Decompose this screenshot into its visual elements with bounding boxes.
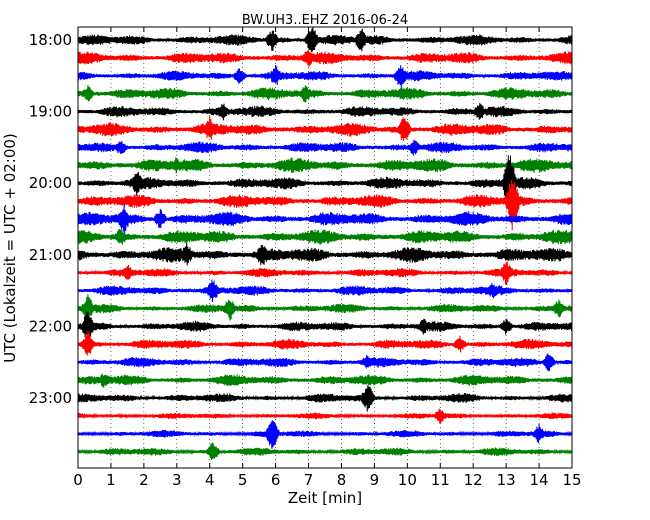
trace-2315 — [77, 408, 573, 424]
x-tick-label: 14 — [530, 471, 549, 489]
trace-1930 — [77, 139, 573, 156]
x-tick-label: 9 — [370, 471, 380, 489]
x-tick-label: 10 — [398, 471, 417, 489]
plot-frame — [77, 26, 573, 469]
trace-1845 — [77, 84, 573, 103]
x-tick-label: 13 — [497, 471, 516, 489]
vertical-grid — [110, 27, 540, 468]
trace-2030 — [77, 203, 573, 234]
trace-2245 — [77, 373, 573, 388]
x-tick-label: 2 — [139, 471, 149, 489]
x-tick-label: 6 — [271, 471, 281, 489]
x-axis-ticks: 0 1 2 3 4 5 6 7 8 9 10 11 12 13 14 15 — [73, 27, 582, 489]
chart-title: BW.UH3..EHZ 2016-06-24 — [242, 13, 408, 28]
trace-2045 — [77, 228, 573, 245]
trace-2115 — [77, 261, 573, 286]
trace-1800 — [77, 27, 573, 53]
trace-2330 — [77, 420, 573, 449]
y-tick-label: 20:00 — [29, 174, 72, 192]
trace-2300 — [77, 385, 573, 412]
x-tick-label: 15 — [562, 471, 581, 489]
y-axis-label: UTC (Lokalzeit = UTC + 02:00) — [1, 133, 19, 363]
x-tick-label: 0 — [73, 471, 83, 489]
x-tick-label: 11 — [431, 471, 450, 489]
trace-1945 — [77, 157, 573, 174]
trace-2000 — [77, 155, 573, 217]
trace-2215 — [77, 331, 573, 356]
trace-2345 — [77, 442, 573, 461]
trace-1915 — [77, 116, 573, 141]
y-tick-label: 22:00 — [29, 317, 72, 335]
trace-2130 — [77, 279, 573, 303]
y-tick-label: 18:00 — [29, 31, 72, 49]
trace-1815 — [77, 50, 573, 67]
x-tick-label: 12 — [464, 471, 483, 489]
x-tick-label: 8 — [337, 471, 347, 489]
trace-1830 — [77, 64, 573, 89]
x-tick-label: 7 — [304, 471, 314, 489]
trace-2015 — [77, 179, 573, 231]
y-tick-label: 23:00 — [29, 389, 72, 407]
x-tick-label: 5 — [238, 471, 248, 489]
y-tick-label: 21:00 — [29, 246, 72, 264]
y-axis-ticks: 18:00 19:00 20:00 21:00 22:00 23:00 — [29, 31, 572, 407]
trace-2230 — [77, 353, 573, 372]
x-axis-label: Zeit [min] — [288, 489, 362, 507]
trace-1900 — [77, 102, 573, 121]
seismic-traces — [77, 27, 573, 461]
x-tick-label: 3 — [172, 471, 182, 489]
x-tick-label: 1 — [106, 471, 116, 489]
y-tick-label: 19:00 — [29, 103, 72, 121]
x-tick-label: 4 — [205, 471, 215, 489]
trace-2100 — [77, 242, 573, 266]
trace-2200 — [77, 311, 573, 343]
trace-2145 — [77, 294, 573, 321]
